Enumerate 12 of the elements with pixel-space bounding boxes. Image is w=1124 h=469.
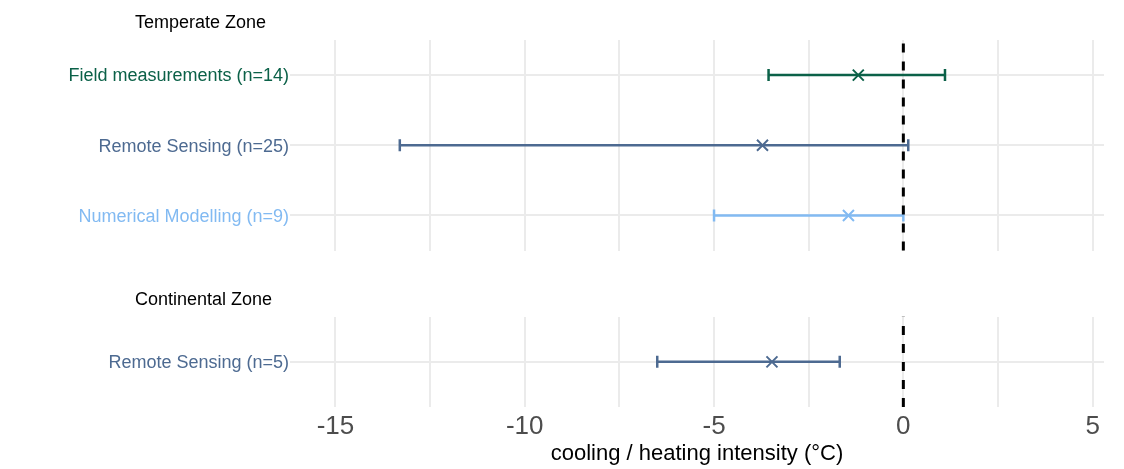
y-tick-label: Remote Sensing (n=5) (108, 352, 289, 373)
y-tick-label: Numerical Modelling (n=9) (78, 205, 289, 226)
chart-title: Continental Zone (135, 289, 273, 309)
x-tick-label: 0 (896, 410, 911, 440)
y-tick-label: Remote Sensing (n=25) (98, 135, 289, 156)
x-tick-label: -5 (702, 410, 726, 440)
chart-title: Temperate Zone (135, 12, 267, 32)
x-axis-title: cooling / heating intensity (°C) (550, 440, 844, 465)
x-tick-label: -10 (505, 410, 544, 440)
y-tick-label: Field measurements (n=14) (68, 65, 289, 86)
x-tick-label: 5 (1085, 410, 1100, 440)
x-tick-label: -15 (316, 410, 355, 440)
